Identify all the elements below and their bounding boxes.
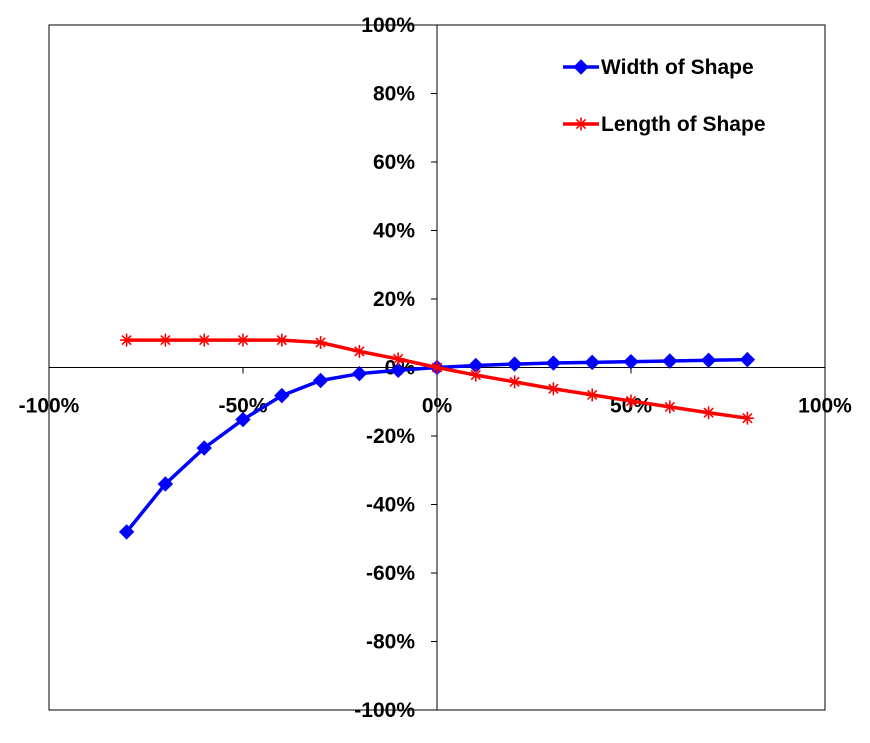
- y-tick-label: 40%: [373, 220, 415, 243]
- y-tick-label: -20%: [366, 425, 415, 448]
- y-tick-label: 60%: [373, 151, 415, 174]
- data-point: [390, 362, 406, 378]
- asterisk-stroke: [470, 369, 481, 381]
- data-point: [623, 353, 639, 370]
- y-tick-label: 80%: [373, 83, 415, 106]
- data-point: [700, 352, 717, 369]
- legend-swatch-marker: [573, 59, 589, 75]
- asterisk-stroke: [575, 118, 587, 130]
- data-point: [546, 382, 560, 396]
- asterisk-stroke: [121, 334, 132, 346]
- y-tick-label: -80%: [366, 631, 415, 654]
- x-tick-label: 0%: [422, 395, 453, 418]
- asterisk-stroke: [354, 346, 365, 357]
- y-tick-label: -40%: [366, 494, 415, 517]
- data-point: [352, 344, 366, 358]
- data-point: [739, 351, 756, 368]
- data-point: [391, 352, 405, 366]
- y-tick-label: 100%: [361, 14, 415, 37]
- asterisk-stroke: [237, 334, 249, 346]
- data-point: [663, 400, 677, 414]
- asterisk-stroke: [664, 401, 675, 413]
- data-point: [158, 333, 172, 347]
- series-1: [120, 333, 754, 425]
- data-point: [236, 333, 250, 347]
- legend-item: Width of Shape: [563, 56, 754, 79]
- data-point: [469, 368, 483, 382]
- asterisk-stroke: [393, 353, 404, 365]
- data-point: [351, 365, 368, 382]
- asterisk-stroke: [703, 407, 714, 418]
- data-point: [585, 388, 599, 402]
- series-layer: [118, 333, 756, 540]
- data-point: [312, 372, 329, 389]
- asterisk-stroke: [587, 389, 598, 401]
- asterisk-stroke: [742, 413, 753, 424]
- data-point: [235, 411, 251, 428]
- data-point: [275, 333, 289, 347]
- data-point: [624, 394, 638, 408]
- x-tick-label: 100%: [798, 395, 852, 418]
- asterisk-stroke: [509, 376, 520, 388]
- data-point: [545, 355, 562, 371]
- legend-swatch-marker: [574, 117, 588, 131]
- data-point: [314, 335, 328, 349]
- asterisk-stroke: [625, 395, 637, 407]
- y-tick-label: -60%: [366, 562, 415, 585]
- data-point: [197, 333, 211, 347]
- asterisk-stroke: [548, 383, 559, 394]
- legend-label: Width of Shape: [601, 56, 754, 79]
- asterisk-stroke: [315, 337, 326, 348]
- y-tick-label: -100%: [354, 699, 415, 722]
- y-tick-label: 20%: [373, 288, 415, 311]
- asterisk-stroke: [431, 362, 443, 373]
- data-point: [196, 440, 212, 456]
- data-point: [118, 524, 135, 540]
- data-point: [120, 333, 134, 347]
- asterisk-stroke: [199, 334, 210, 346]
- data-point: [430, 361, 444, 374]
- data-point: [662, 353, 678, 369]
- asterisk-stroke: [276, 334, 287, 346]
- data-point: [584, 354, 600, 371]
- legend: Width of Shape Length of Shape: [563, 56, 766, 136]
- data-point: [274, 387, 290, 404]
- data-point: [508, 375, 522, 389]
- data-point: [702, 406, 716, 420]
- data-point: [157, 476, 174, 492]
- legend-label: Length of Shape: [601, 113, 766, 136]
- legend-item: Length of Shape: [563, 113, 766, 136]
- data-point: [506, 356, 523, 372]
- data-point: [740, 411, 754, 425]
- asterisk-stroke: [160, 334, 171, 346]
- x-tick-label: -100%: [19, 395, 80, 418]
